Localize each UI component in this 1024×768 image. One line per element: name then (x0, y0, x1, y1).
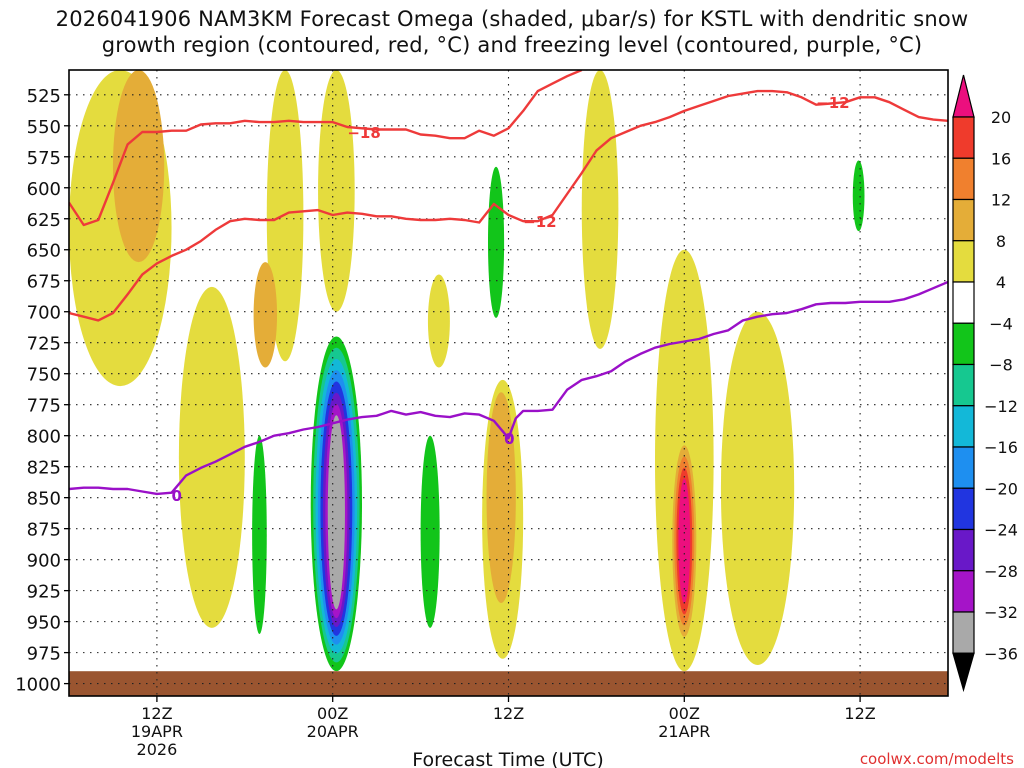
colorbar-label-7: −12 (984, 397, 1018, 416)
colorbar-box-5 (952, 281, 975, 324)
colorbar-box-8 (952, 405, 975, 448)
omega-region-core-neg-18 (330, 426, 343, 601)
colorbar-label-8: −16 (984, 438, 1018, 457)
colorbar-label-10: −24 (984, 521, 1018, 540)
contour-label-3: 0 (172, 487, 182, 505)
contour-label-4: 0 (504, 430, 514, 448)
colorbar-box-6 (952, 322, 975, 366)
contour-line-1 (69, 89, 948, 322)
y-tick-label-800: 800 (27, 427, 61, 448)
colorbar-label-13: −36 (984, 644, 1018, 663)
colorbar-box-12 (952, 570, 975, 613)
colorbar-label-3: 8 (996, 232, 1006, 251)
omega-region-orange-column-13 (253, 262, 278, 368)
omega-region-green-upper-54 (852, 160, 865, 232)
omega-region-yellow-column-46 (720, 311, 795, 666)
omega-region-yellow-column-25 (427, 274, 450, 368)
y-tick-label-850: 850 (27, 489, 61, 510)
contour-label-1: −12 (523, 213, 556, 231)
omega-region-green-850b (420, 435, 440, 628)
colorbar-box-11 (952, 528, 975, 572)
omega-region-green-upper-29 (487, 166, 505, 318)
y-tick-label-975: 975 (27, 644, 61, 665)
y-tick-label-675: 675 (27, 272, 61, 293)
contour-line-0 (69, 70, 583, 227)
x-tick-label-30-0: 12Z (493, 704, 524, 723)
colorbar-box-13 (952, 611, 975, 654)
omega-region-core-pos-43 (678, 478, 691, 604)
chart-title-line-1: 2026041906 NAM3KM Forecast Omega (shaded… (55, 7, 969, 31)
colorbar-label-0: 20 (991, 108, 1011, 127)
x-tick-label-54-0: 12Z (844, 704, 875, 723)
colorbar-box-3 (952, 198, 975, 242)
colorbar-box-9 (952, 446, 975, 489)
contour-label-0: −18 (347, 124, 380, 142)
y-tick-label-875: 875 (27, 520, 61, 541)
omega-region-green-850 (252, 435, 267, 635)
y-tick-label-900: 900 (27, 551, 61, 572)
x-tick-label-6-2: 2026 (137, 740, 178, 759)
colorbar-label-12: −32 (984, 603, 1018, 622)
omega-region-yellow-low-8 (178, 286, 245, 628)
source-credit: coolwx.com/modelts (860, 750, 1014, 768)
contour-line-3 (69, 280, 948, 496)
colorbar-label-9: −20 (984, 479, 1018, 498)
x-tick-label-42-0: 00Z (669, 704, 700, 723)
y-tick-label-550: 550 (27, 117, 61, 138)
y-tick-label-775: 775 (27, 396, 61, 417)
omega-region-upper-yellow-midb (318, 70, 355, 312)
x-tick-label-6-0: 12Z (141, 704, 172, 723)
colorbar-label-6: −8 (989, 356, 1013, 375)
colorbar-arrow-bottom (952, 652, 975, 693)
omega-region-orange-column-30 (486, 392, 516, 604)
colorbar-box-1 (952, 116, 975, 159)
colorbar-arrow-top (952, 74, 975, 118)
omega-region-upper-yellow-east (581, 70, 619, 349)
colorbar-box-10 (952, 487, 975, 531)
y-tick-label-750: 750 (27, 365, 61, 386)
chart-title-line-2: growth region (contoured, red, °C) and f… (101, 33, 923, 57)
y-tick-label-600: 600 (27, 179, 61, 200)
y-tick-label-625: 625 (27, 210, 61, 231)
x-axis-label: Forecast Time (UTC) (412, 749, 603, 768)
y-tick-label-925: 925 (27, 582, 61, 603)
x-tick-label-18-0: 00Z (317, 704, 348, 723)
x-tick-label-6-1: 19APR (131, 722, 183, 741)
y-tick-label-700: 700 (27, 303, 61, 324)
colorbar-box-7 (952, 363, 975, 407)
y-tick-label-950: 950 (27, 613, 61, 634)
terrain-surface (69, 671, 948, 696)
y-tick-label-525: 525 (27, 86, 61, 107)
terrain-fill (69, 671, 948, 696)
y-tick-label-725: 725 (27, 334, 61, 355)
x-tick-label-18-1: 20APR (307, 722, 359, 741)
pressure-axis: 525 550 575 600 625 650 675 700 725 750 775 800 825 8… (15, 86, 69, 696)
colorbar-label-2: 12 (991, 191, 1011, 210)
temperature-contours: −18 −12 −12 0 0 (69, 70, 948, 505)
colorbar-label-4: 4 (996, 273, 1006, 292)
omega-region-upper-orange-west (112, 70, 165, 263)
y-tick-label-1000: 1000 (15, 675, 61, 696)
colorbar-box-2 (952, 157, 975, 201)
x-tick-label-42-1: 21APR (658, 722, 710, 741)
y-tick-label-650: 650 (27, 241, 61, 262)
contour-label-2: −12 (816, 94, 849, 112)
colorbar-label-5: −4 (989, 314, 1013, 333)
omega-colorbar: 20 16 12 8 4 −4 −8 −12 −16 −20 −24 −28 −32 −36 (952, 74, 1018, 693)
colorbar-label-1: 16 (991, 149, 1011, 168)
colorbar-label-11: −28 (984, 562, 1018, 581)
colorbar-box-4 (952, 240, 975, 283)
y-tick-label-575: 575 (27, 148, 61, 169)
y-tick-label-825: 825 (27, 458, 61, 479)
